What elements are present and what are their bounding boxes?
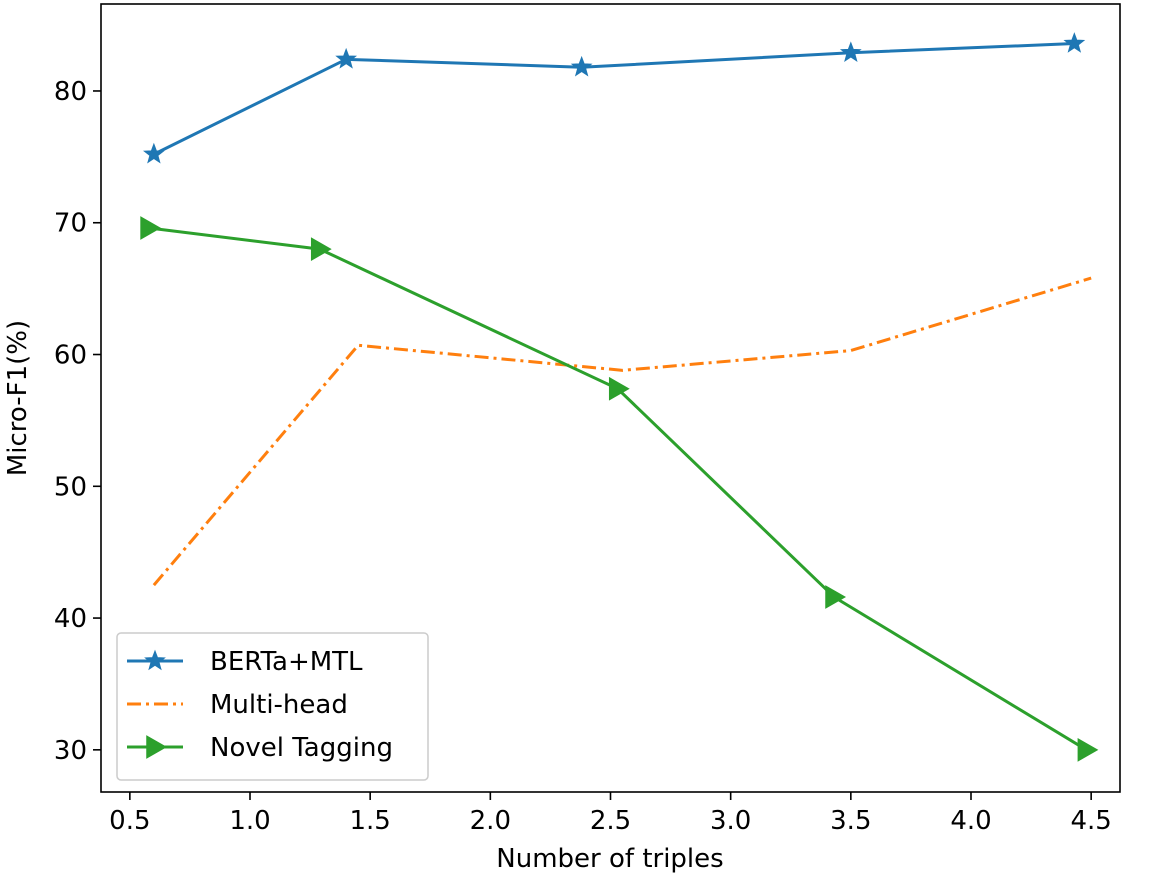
series-3-point-2 <box>310 237 332 261</box>
y-axis-ticks: 30 40 50 60 70 80 <box>54 77 101 766</box>
legend-marker <box>146 735 168 759</box>
legend-label: Multi-head <box>210 690 348 720</box>
series-3 <box>140 216 1099 762</box>
series-2-line <box>152 276 1092 587</box>
legend-label: BERTa+MTL <box>210 647 363 677</box>
series-1-point-2 <box>335 47 358 69</box>
x-tick-label: 1.0 <box>229 806 270 836</box>
legend-box <box>116 632 429 781</box>
x-tick-label: 3.5 <box>830 806 871 836</box>
legend-marker <box>144 649 166 671</box>
y-tick-label: 80 <box>54 77 87 107</box>
x-tick-label: 2.5 <box>590 806 631 836</box>
y-tick-label: 40 <box>54 604 87 634</box>
legend-label: Novel Tagging <box>210 733 393 763</box>
x-tick-label: 3.0 <box>710 806 751 836</box>
legend-item: Multi-head <box>127 690 348 720</box>
x-axis-title: Number of triples <box>496 844 723 874</box>
x-tick-label: 4.0 <box>950 806 991 836</box>
x-tick-label: 4.5 <box>1070 806 1111 836</box>
series-1-point-3 <box>570 55 593 77</box>
series-1-point-5 <box>1063 32 1086 53</box>
legend: BERTa+MTL Multi-head Novel Tagging <box>116 632 429 781</box>
x-tick-label: 2.0 <box>470 806 511 836</box>
x-tick-label: 1.5 <box>349 806 390 836</box>
y-axis-title: Micro-F1(%) <box>3 320 33 476</box>
series-1-line <box>153 42 1075 156</box>
series-1 <box>143 32 1086 164</box>
legend-item: Novel Tagging <box>127 733 393 763</box>
series-3-point-3 <box>608 376 630 401</box>
series-1-point-1 <box>143 142 165 164</box>
series-3-point-5 <box>1077 737 1099 762</box>
y-tick-label: 60 <box>54 341 87 371</box>
x-axis-ticks: 0.5 1.0 1.5 2.0 2.5 3.0 3.5 4.0 4.5 <box>109 792 1112 836</box>
y-tick-label: 50 <box>54 472 87 502</box>
series-3-point-4 <box>825 585 847 609</box>
legend-item: BERTa+MTL <box>127 647 363 677</box>
y-tick-label: 70 <box>54 209 87 239</box>
series-layer <box>140 32 1099 762</box>
y-tick-label: 30 <box>54 736 87 766</box>
series-2 <box>152 276 1092 587</box>
series-3-point-1 <box>140 216 162 240</box>
series-1-point-4 <box>839 41 862 63</box>
x-tick-label: 0.5 <box>109 806 150 836</box>
